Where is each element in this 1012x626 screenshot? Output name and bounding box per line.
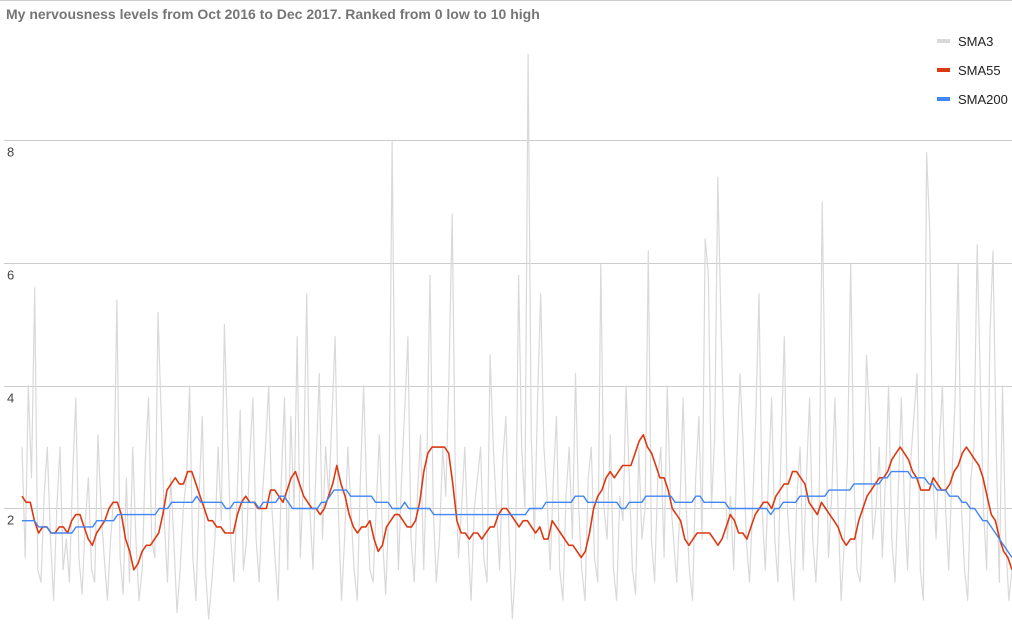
y-axis-tick-labels: 2 4 6 8 — [7, 145, 14, 528]
legend-label-sma200: SMA200 — [958, 92, 1008, 107]
legend-label-sma3: SMA3 — [958, 34, 993, 49]
legend-swatch-sma200 — [937, 97, 950, 101]
chart-title: My nervousness levels from Oct 2016 to D… — [6, 6, 540, 22]
y-tick-label-6: 6 — [7, 268, 14, 283]
y-tick-label-4: 4 — [7, 391, 14, 406]
series-line-sma55 — [21, 433, 1012, 571]
legend-swatch-sma55 — [937, 68, 950, 72]
y-tick-label-8: 8 — [7, 145, 14, 160]
legend-swatch-sma3 — [937, 39, 950, 43]
series-line-sma200 — [22, 470, 1012, 558]
series-lines — [21, 53, 1012, 620]
y-tick-label-2: 2 — [7, 513, 14, 528]
legend-label-sma55: SMA55 — [958, 63, 1001, 78]
series-line-sma3 — [21, 53, 1012, 620]
legend: SMA3 SMA55 SMA200 — [937, 34, 1008, 107]
